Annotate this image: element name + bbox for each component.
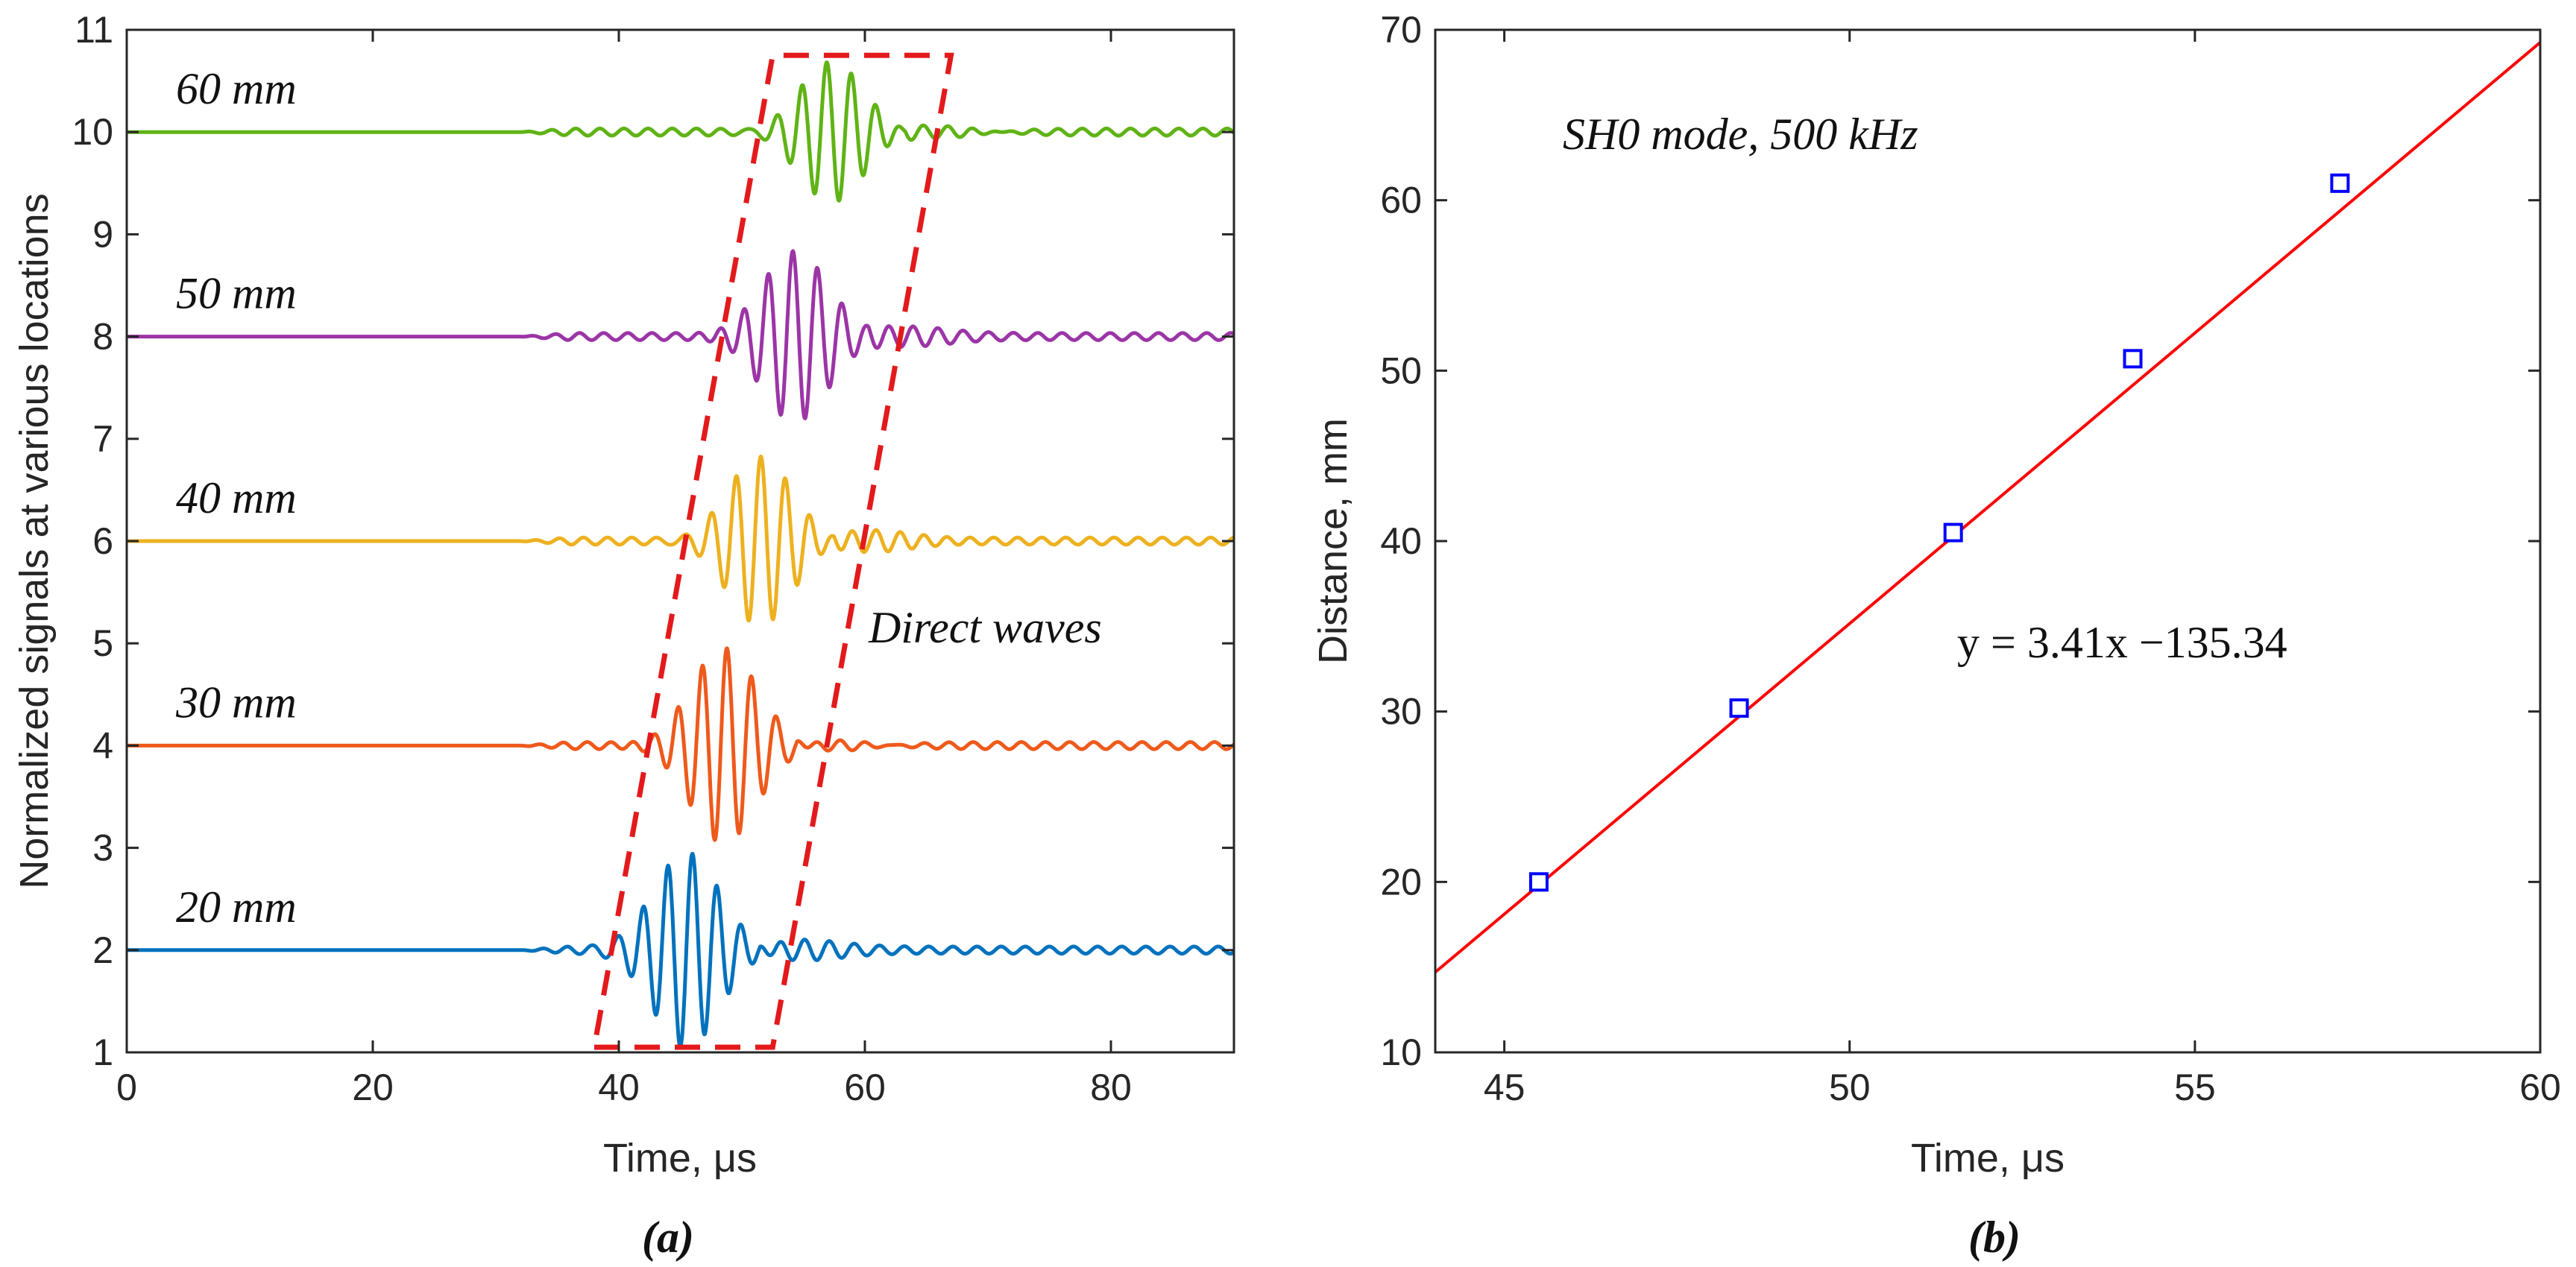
panel-a-y-axis-title: Normalized signals at various locations [12, 193, 57, 888]
x-tick-label: 80 [1090, 1067, 1132, 1108]
panel-a-signals [125, 60, 1235, 1049]
x-tick-label: 0 [116, 1067, 137, 1108]
y-tick-label: 1 [92, 1031, 113, 1073]
direct-waves-label: Direct waves [868, 603, 1102, 652]
panel-a-chart: 0 20 40 60 80 1 2 3 4 5 6 7 8 9 10 11 20 mm 30 mm 40 mm 5… [12, 9, 1235, 1262]
fit-line [1435, 41, 2540, 974]
series-label: 30 mm [175, 677, 297, 727]
panel-b-subtitle: SH0 mode, 500 kHz [1563, 110, 1918, 159]
panel-b-plot-area [1435, 30, 2540, 1052]
x-tick-label: 45 [1484, 1067, 1525, 1108]
y-tick-label: 50 [1380, 350, 1422, 391]
y-tick-label: 5 [92, 622, 113, 664]
y-tick-label: 3 [92, 827, 113, 869]
y-tick-label: 6 [92, 520, 113, 562]
panel-b-y-axis-title: Distance, mm [1311, 418, 1355, 664]
signal-line-40mm [125, 454, 1235, 623]
y-tick-label: 10 [72, 111, 113, 153]
panel-b-label: (b) [1968, 1213, 2021, 1262]
y-tick-label: 4 [92, 724, 113, 766]
signal-line-30mm [125, 646, 1235, 842]
panel-a-label: (a) [642, 1213, 694, 1262]
data-point [1729, 698, 1749, 718]
direct-waves-box [591, 52, 954, 1050]
panel-b-y-ticks: 10 20 30 40 50 60 70 [1380, 9, 2540, 1073]
y-tick-label: 8 [92, 316, 113, 358]
series-label: 60 mm [176, 64, 297, 113]
data-point [1528, 872, 1549, 892]
x-tick-label: 60 [2519, 1067, 2561, 1108]
series-label: 40 mm [176, 473, 297, 522]
y-tick-label: 70 [1380, 9, 1422, 51]
y-tick-label: 11 [75, 9, 113, 51]
series-label: 50 mm [176, 269, 297, 318]
panel-a-y-ticks: 1 2 3 4 5 6 7 8 9 10 11 [72, 9, 1234, 1073]
panel-b-x-axis-title: Time, μs [1911, 1136, 2065, 1181]
y-tick-label: 30 [1380, 691, 1422, 733]
signal-line-50mm [125, 249, 1235, 420]
y-tick-label: 2 [92, 929, 113, 971]
panel-b-chart: 45 50 55 60 10 20 30 40 50 60 70 SH0 mode, 500 kH… [1311, 9, 2561, 1262]
signal-line-60mm [125, 60, 1235, 203]
y-tick-label: 7 [92, 418, 113, 460]
data-point [2330, 173, 2350, 193]
x-tick-label: 55 [2174, 1067, 2216, 1108]
x-tick-label: 20 [352, 1067, 394, 1108]
panel-b-x-ticks: 45 50 55 60 [1484, 30, 2561, 1108]
data-point [2123, 349, 2143, 369]
data-point [1943, 522, 1963, 543]
panel-b-points [1528, 173, 2350, 892]
x-tick-label: 50 [1829, 1067, 1871, 1108]
x-tick-label: 40 [598, 1067, 640, 1108]
y-tick-label: 20 [1380, 861, 1422, 903]
fit-equation: y = 3.41x −135.34 [1957, 618, 2287, 667]
panel-a-x-axis-title: Time, μs [603, 1136, 757, 1181]
y-tick-label: 60 [1380, 180, 1422, 221]
series-label: 20 mm [176, 882, 297, 932]
panel-a-series-labels: 20 mm 30 mm 40 mm 50 mm 60 mm [175, 64, 297, 932]
y-tick-label: 10 [1380, 1031, 1422, 1073]
x-tick-label: 60 [844, 1067, 886, 1108]
y-tick-label: 40 [1380, 520, 1422, 562]
panel-a-x-ticks: 0 20 40 60 80 [116, 30, 1132, 1108]
y-tick-label: 9 [92, 213, 113, 255]
